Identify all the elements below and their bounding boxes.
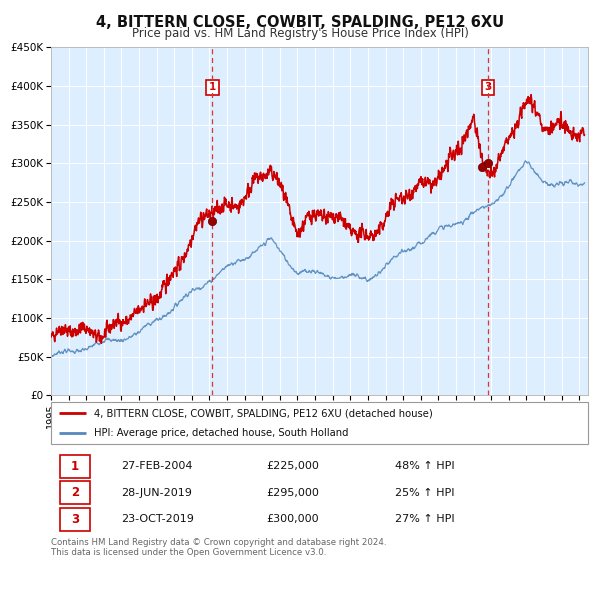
Text: 27-FEB-2004: 27-FEB-2004: [121, 461, 193, 471]
Text: 25% ↑ HPI: 25% ↑ HPI: [395, 488, 454, 497]
Text: 48% ↑ HPI: 48% ↑ HPI: [395, 461, 454, 471]
Text: Contains HM Land Registry data © Crown copyright and database right 2024.
This d: Contains HM Land Registry data © Crown c…: [51, 538, 386, 558]
Text: 3: 3: [71, 513, 79, 526]
FancyBboxPatch shape: [60, 507, 89, 530]
Text: £295,000: £295,000: [266, 488, 319, 497]
Text: 1: 1: [71, 460, 79, 473]
FancyBboxPatch shape: [60, 481, 89, 504]
Text: 1: 1: [209, 82, 216, 92]
Text: 28-JUN-2019: 28-JUN-2019: [121, 488, 191, 497]
Text: HPI: Average price, detached house, South Holland: HPI: Average price, detached house, Sout…: [94, 428, 349, 438]
Text: Price paid vs. HM Land Registry's House Price Index (HPI): Price paid vs. HM Land Registry's House …: [131, 27, 469, 40]
Text: £225,000: £225,000: [266, 461, 319, 471]
Text: 4, BITTERN CLOSE, COWBIT, SPALDING, PE12 6XU: 4, BITTERN CLOSE, COWBIT, SPALDING, PE12…: [96, 15, 504, 30]
Text: 27% ↑ HPI: 27% ↑ HPI: [395, 514, 454, 524]
Text: 2: 2: [71, 486, 79, 499]
FancyBboxPatch shape: [60, 455, 89, 478]
Text: 3: 3: [484, 82, 491, 92]
FancyBboxPatch shape: [51, 402, 588, 444]
Text: 4, BITTERN CLOSE, COWBIT, SPALDING, PE12 6XU (detached house): 4, BITTERN CLOSE, COWBIT, SPALDING, PE12…: [94, 408, 433, 418]
Text: £300,000: £300,000: [266, 514, 319, 524]
Text: 23-OCT-2019: 23-OCT-2019: [121, 514, 194, 524]
